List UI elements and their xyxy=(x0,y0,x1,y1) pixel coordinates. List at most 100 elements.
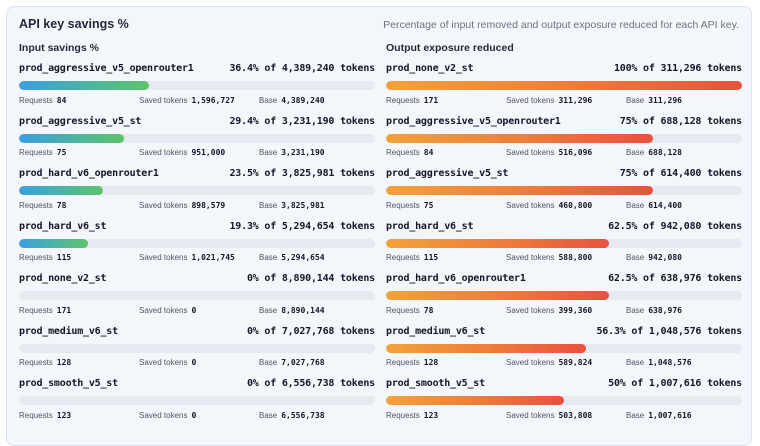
requests-stat: Requests 115 xyxy=(386,253,506,262)
base-value: 4,389,240 xyxy=(281,95,325,105)
requests-stat: Requests 75 xyxy=(386,201,506,210)
base-stat: Base 311,296 xyxy=(626,96,682,105)
savings-value: 56.3% of 1,048,576 tokens xyxy=(596,325,742,337)
savings-value: 62.5% of 942,080 tokens xyxy=(608,220,742,232)
base-stat: Base 4,389,240 xyxy=(259,96,325,105)
saved-tokens-value: 589,824 xyxy=(558,358,593,367)
saved-tokens-value: 1,021,745 xyxy=(191,253,235,262)
requests-value: 128 xyxy=(56,358,72,367)
saved-tokens-label: Saved tokens xyxy=(506,253,555,262)
saved-tokens-value: 0 xyxy=(191,305,197,315)
saved-tokens-value: 0 xyxy=(191,358,197,367)
saved-tokens-value: 399,360 xyxy=(558,305,593,315)
base-label: Base xyxy=(626,358,645,367)
saved-tokens-label: Saved tokens xyxy=(506,148,555,157)
saved-tokens-stat: Saved tokens 516,096 xyxy=(506,148,626,157)
progress-track xyxy=(19,396,375,405)
requests-label: Requests xyxy=(19,305,53,315)
output-row: prod_medium_v6_st 56.3% of 1,048,576 toke… xyxy=(386,326,742,379)
progress-fill xyxy=(386,186,653,195)
requests-value: 75 xyxy=(423,200,434,210)
api-key-name: prod_smooth_v5_st xyxy=(19,378,118,389)
output-row: prod_smooth_v5_st 50% of 1,007,616 tokens… xyxy=(386,378,742,431)
progress-track xyxy=(19,133,375,143)
progress-track xyxy=(386,396,742,405)
row-stats: Requests 128 Saved tokens 0 Base 7,027,768 xyxy=(19,357,375,369)
requests-label: Requests xyxy=(19,95,53,105)
requests-value: 115 xyxy=(423,253,439,262)
savings-value: 0% of 8,890,144 tokens xyxy=(246,273,375,284)
progress-track xyxy=(386,291,742,300)
row-header: prod_aggressive_v5_openrouter1 75% of 688… xyxy=(386,116,742,131)
input-savings-title: Input savings % xyxy=(19,42,99,54)
api-key-name: prod_aggressive_v5_openrouter1 xyxy=(386,115,561,127)
saved-tokens-stat: Saved tokens 503,808 xyxy=(506,411,626,420)
requests-label: Requests xyxy=(386,148,420,157)
base-value: 3,825,981 xyxy=(281,200,325,210)
saved-tokens-label: Saved tokens xyxy=(139,358,188,367)
saved-tokens-stat: Saved tokens 399,360 xyxy=(506,306,626,315)
row-header: prod_aggressive_v5_openrouter1 36.4% of 4… xyxy=(19,63,375,78)
requests-value: 128 xyxy=(423,358,439,367)
input-row: prod_aggressive_v5_openrouter1 36.4% of 4… xyxy=(19,63,375,116)
base-stat: Base 1,048,576 xyxy=(626,358,692,367)
requests-stat: Requests 84 xyxy=(19,96,139,105)
requests-label: Requests xyxy=(19,253,53,262)
base-value: 311,296 xyxy=(648,95,682,105)
row-stats: Requests 128 Saved tokens 589,824 Base 1,048,… xyxy=(386,357,742,369)
requests-label: Requests xyxy=(19,200,53,210)
saved-tokens-stat: Saved tokens 460,800 xyxy=(506,201,626,210)
input-row: prod_medium_v6_st 0% of 7,027,768 tokens R… xyxy=(19,326,375,379)
requests-value: 123 xyxy=(423,410,439,420)
savings-value: 100% of 311,296 tokens xyxy=(613,63,742,74)
requests-label: Requests xyxy=(19,410,53,420)
requests-value: 78 xyxy=(423,305,434,315)
base-stat: Base 942,080 xyxy=(626,253,682,262)
saved-tokens-value: 588,800 xyxy=(558,253,593,262)
progress-fill xyxy=(386,133,653,143)
requests-stat: Requests 78 xyxy=(386,306,506,315)
saved-tokens-value: 311,296 xyxy=(558,95,593,105)
requests-label: Requests xyxy=(386,358,420,367)
requests-label: Requests xyxy=(19,358,53,367)
requests-stat: Requests 75 xyxy=(19,148,139,157)
row-header: prod_hard_v6_openrouter1 23.5% of 3,825,9… xyxy=(19,168,375,183)
saved-tokens-stat: Saved tokens 588,800 xyxy=(506,253,626,262)
base-label: Base xyxy=(626,200,645,210)
saved-tokens-stat: Saved tokens 0 xyxy=(139,358,259,367)
base-label: Base xyxy=(259,95,278,105)
saved-tokens-label: Saved tokens xyxy=(139,200,188,210)
row-header: prod_hard_v6_st 19.3% of 5,294,654 tokens xyxy=(19,221,375,236)
base-label: Base xyxy=(259,358,278,367)
base-stat: Base 688,128 xyxy=(626,148,682,157)
base-value: 6,556,738 xyxy=(281,410,325,420)
base-value: 8,890,144 xyxy=(281,305,325,315)
requests-stat: Requests 171 xyxy=(19,306,139,315)
output-exposure-list: prod_none_v2_st 100% of 311,296 tokens Req… xyxy=(386,63,742,431)
requests-value: 78 xyxy=(56,200,67,210)
saved-tokens-label: Saved tokens xyxy=(139,95,188,105)
api-key-name: prod_hard_v6_openrouter1 xyxy=(19,168,159,179)
savings-value: 75% of 614,400 tokens xyxy=(619,168,742,179)
saved-tokens-label: Saved tokens xyxy=(506,410,555,420)
requests-label: Requests xyxy=(386,410,420,420)
requests-value: 171 xyxy=(56,305,72,315)
savings-value: 75% of 688,128 tokens xyxy=(619,115,742,127)
base-label: Base xyxy=(259,253,278,262)
requests-value: 84 xyxy=(56,95,67,105)
requests-value: 171 xyxy=(423,95,439,105)
row-stats: Requests 171 Saved tokens 311,296 Base 311,29… xyxy=(386,94,742,106)
base-value: 638,976 xyxy=(648,305,682,315)
row-header: prod_none_v2_st 0% of 8,890,144 tokens xyxy=(19,273,375,288)
base-label: Base xyxy=(259,148,278,157)
requests-label: Requests xyxy=(386,95,420,105)
saved-tokens-label: Saved tokens xyxy=(139,305,188,315)
api-key-name: prod_hard_v6_openrouter1 xyxy=(386,273,526,284)
row-header: prod_medium_v6_st 0% of 7,027,768 tokens xyxy=(19,326,375,341)
progress-fill xyxy=(386,291,609,300)
saved-tokens-label: Saved tokens xyxy=(506,358,555,367)
requests-stat: Requests 115 xyxy=(19,253,139,262)
output-exposure-title: Output exposure reduced xyxy=(386,42,514,54)
progress-track xyxy=(386,186,742,195)
row-stats: Requests 78 Saved tokens 399,360 Base 638,976 xyxy=(386,304,742,316)
